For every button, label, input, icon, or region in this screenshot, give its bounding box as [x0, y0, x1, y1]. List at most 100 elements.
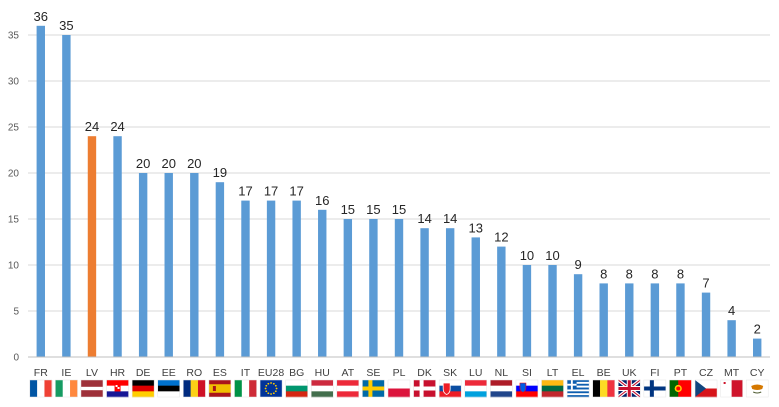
data-label-nl: 12	[494, 230, 508, 245]
ro-flag-icon	[183, 379, 206, 398]
bar-es	[215, 182, 225, 357]
data-label-hu: 16	[315, 193, 329, 208]
fr-flag-icon	[29, 379, 53, 398]
bar-nl	[497, 246, 506, 357]
category-label-ee: EE	[162, 367, 176, 379]
data-label-it: 17	[238, 184, 252, 199]
category-label-sk: SK	[443, 367, 457, 379]
data-label-fr: 36	[34, 9, 48, 24]
y-tick-label: 0	[13, 353, 19, 364]
bar-be	[599, 283, 608, 357]
data-label-pl: 15	[392, 202, 406, 217]
y-tick-label: 15	[8, 215, 20, 226]
bar-cy	[753, 338, 762, 357]
bar-de	[138, 173, 148, 357]
pt-flag-icon	[669, 379, 692, 398]
be-flag-icon	[592, 379, 615, 398]
y-axis-ticks: 0 5 10 15 20 25 30 35	[8, 31, 20, 364]
y-tick-label: 30	[8, 77, 20, 88]
category-label-fi: FI	[650, 367, 659, 379]
category-label-lv: LV	[86, 367, 98, 379]
category-label-nl: NL	[495, 367, 509, 379]
data-label-lt: 10	[545, 248, 559, 263]
bar-ee	[164, 173, 173, 357]
y-tick-label: 5	[13, 307, 19, 318]
data-label-si: 10	[520, 248, 534, 263]
category-label-lt: LT	[547, 367, 559, 379]
category-label-es: ES	[213, 367, 227, 379]
bar-cz	[701, 292, 711, 357]
category-label-at: AT	[342, 367, 355, 379]
data-label-sk: 14	[443, 211, 457, 226]
category-label-be: BE	[597, 367, 611, 379]
dk-flag-icon	[413, 379, 436, 398]
data-label-be: 8	[600, 266, 607, 281]
bar-eu28	[266, 200, 276, 357]
data-label-hr: 24	[110, 119, 124, 134]
category-label-pt: PT	[674, 367, 688, 379]
bar-el	[573, 274, 583, 357]
mt-flag-icon	[720, 379, 743, 398]
bar-fi	[650, 283, 660, 357]
data-label-lu: 13	[469, 220, 483, 235]
pl-flag-icon	[387, 379, 411, 398]
lv-flag-icon	[80, 379, 104, 398]
hr-flag-icon	[106, 379, 129, 398]
bar-dk	[420, 228, 429, 357]
category-label-uk: UK	[622, 367, 637, 379]
bar-sk	[445, 228, 455, 357]
eu-flag-icon	[259, 379, 283, 398]
lt-flag-icon	[541, 379, 564, 398]
lu-flag-icon	[464, 379, 488, 398]
uk-flag-icon	[617, 378, 642, 399]
category-label-hr: HR	[110, 367, 126, 379]
category-label-cy: CY	[750, 367, 765, 379]
de-flag-icon	[131, 379, 155, 398]
category-label-ro: RO	[186, 367, 202, 379]
data-label-de: 20	[136, 156, 150, 171]
hu-flag-icon	[310, 379, 334, 398]
bar-ro	[190, 173, 199, 357]
data-label-eu28: 17	[264, 184, 278, 199]
category-label-mt: MT	[724, 367, 740, 379]
category-label-it: IT	[241, 367, 251, 379]
it-flag-icon	[234, 379, 257, 398]
bar-it	[241, 200, 250, 357]
y-tick-label: 20	[8, 169, 20, 180]
y-tick-label: 35	[8, 31, 20, 42]
category-label-hu: HU	[315, 367, 330, 379]
bg-flag-icon	[285, 379, 308, 398]
category-label-el: EL	[572, 367, 585, 379]
data-label-se: 15	[366, 202, 380, 217]
category-label-bg: BG	[289, 367, 304, 379]
data-label-cy: 2	[754, 322, 761, 337]
bar-mt	[727, 320, 736, 357]
bar-lv	[87, 136, 97, 357]
bar-bg	[292, 200, 301, 357]
category-label-dk: DK	[417, 367, 432, 379]
bar-uk	[625, 283, 634, 357]
data-label-at: 15	[341, 202, 355, 217]
flag-row	[29, 378, 769, 399]
category-label-de: DE	[136, 367, 151, 379]
category-label-eu28: EU28	[258, 367, 284, 379]
data-label-es: 19	[213, 165, 227, 180]
bar-lt	[548, 265, 557, 357]
bar-hr	[113, 136, 122, 357]
bar-fr	[36, 25, 45, 358]
bar-ie	[62, 35, 71, 357]
at-flag-icon	[336, 379, 360, 398]
data-label-ie: 35	[59, 18, 73, 33]
data-label-el: 9	[574, 257, 581, 272]
category-label-cz: CZ	[699, 367, 714, 379]
data-label-dk: 14	[417, 211, 431, 226]
y-tick-label: 25	[8, 123, 20, 134]
category-label-si: SI	[522, 367, 532, 379]
data-label-ee: 20	[161, 156, 175, 171]
cy-flag-icon	[745, 379, 769, 398]
data-label-mt: 4	[728, 303, 735, 318]
bar-pt	[676, 283, 685, 357]
el-flag-icon	[566, 379, 590, 398]
